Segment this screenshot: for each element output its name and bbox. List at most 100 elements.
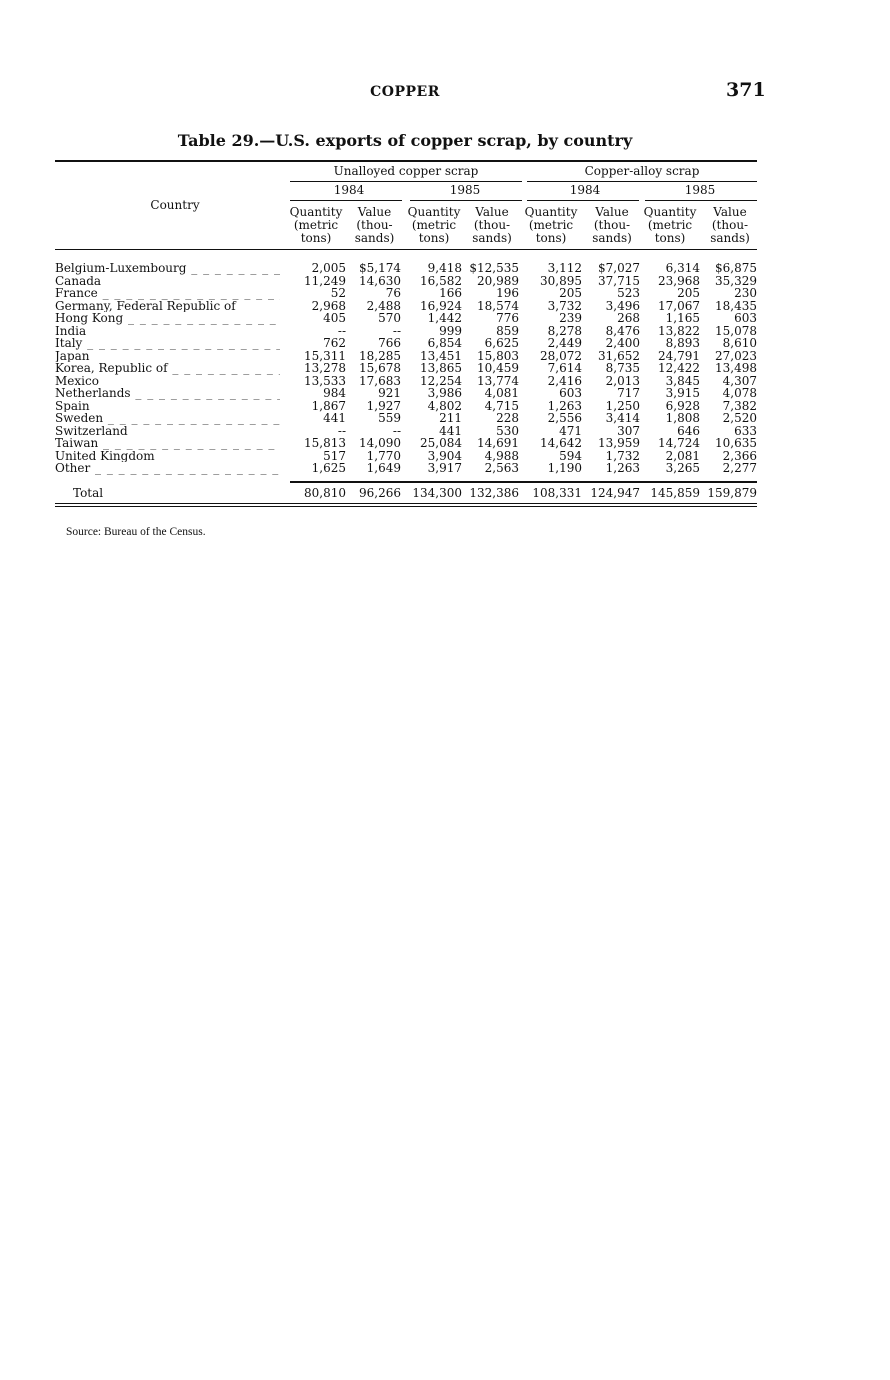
cell-value: 1,927: [366, 398, 401, 413]
cell-value: 766: [378, 336, 401, 350]
cell-value: 16,924: [420, 298, 462, 313]
country-name: Total: [73, 486, 104, 499]
table-title: Table 29.—U.S. exports of copper scrap, …: [177, 131, 633, 150]
cell-value: 921: [378, 386, 401, 400]
country-name: Sweden: [55, 412, 104, 425]
column-header-line: tons): [535, 231, 567, 245]
cell-value: 13,498: [715, 361, 757, 375]
cell-value: 1,165: [665, 311, 700, 325]
table-row: Korea, Republic of _ _ _ _ _ _ _ _ _ _ _…: [55, 362, 757, 375]
table-row: Sweden _ _ _ _ _ _ _ _ _ _ _ _ _ _ _ _ _…: [55, 412, 757, 425]
column-header-line: Value: [595, 205, 629, 219]
cell-value: 205: [559, 286, 582, 300]
cell-value: 8,893: [665, 336, 700, 350]
year-rule: [410, 200, 522, 201]
cell-value: 9,418: [427, 261, 462, 275]
cell-value: 17,067: [658, 298, 700, 313]
leader-dots: _ _ _ _ _ _ _ _ _ _ _ _ _ _ _ _ _ _ _ _ …: [90, 324, 280, 337]
cell-value: 517: [323, 448, 346, 463]
table-row: United Kingdom _ _ _ _ _ _ _ _ _ _ _ _ _…: [55, 448, 757, 463]
cell-value: 7,614: [547, 361, 582, 375]
country-name: Italy: [55, 337, 83, 350]
cell-value: 11,249: [304, 273, 346, 288]
source-note: Source: Bureau of the Census.: [66, 526, 206, 538]
cell-value: 15,813: [304, 436, 346, 450]
table-row: Netherlands _ _ _ _ _ _ _ _ _ _ _ _ _ _ …: [55, 387, 757, 400]
cell-value: 2,366: [722, 448, 757, 463]
column-header: Quantity (metric tons): [403, 206, 465, 245]
cell-value: 1,442: [427, 311, 462, 325]
cell-value: 8,735: [605, 361, 640, 375]
leader-dots: _ _ _ _ _ _ _ _ _ _ _ _ _ _ _ _ _ _ _ _ …: [105, 274, 280, 287]
bottom-rule: [55, 506, 757, 507]
country-name: Other: [55, 462, 91, 475]
column-header-line: (metric: [528, 218, 574, 232]
country-name: Spain: [55, 399, 90, 412]
cell-value: 18,574: [477, 298, 519, 313]
cell-value: 3,917: [427, 461, 462, 475]
cell-value: 13,959: [598, 436, 640, 450]
cell-value: 108,331: [532, 485, 582, 500]
cell-value: 6,854: [427, 336, 462, 350]
header-rule: [55, 249, 757, 250]
column-header-line: (thou-: [711, 218, 749, 232]
column-header-line: sands): [354, 231, 395, 245]
cell-value: 31,652: [598, 348, 640, 363]
total-rule: [290, 481, 757, 483]
cell-value: --: [337, 423, 346, 438]
country-name: Germany, Federal Republic of: [55, 299, 236, 312]
column-header: Quantity (metric tons): [520, 206, 582, 245]
group-header-unalloyed: Unalloyed copper scrap: [333, 164, 479, 178]
cell-value: 14,724: [658, 436, 700, 450]
leader-dots: _ _ _ _ _ _ _ _ _ _ _ _ _ _ _ _ _ _ _ _ …: [159, 449, 280, 462]
cell-value: 3,845: [665, 373, 700, 388]
table-row: Mexico _ _ _ _ _ _ _ _ _ _ _ _ _ _ _ _ _…: [55, 373, 757, 388]
table-row: Germany, Federal Republic of _ _ _ _ _ _…: [55, 298, 757, 313]
table-row: Italy _ _ _ _ _ _ _ _ _ _ _ _ _ _ _ _ _ …: [55, 337, 757, 350]
cell-value: 13,278: [304, 361, 346, 375]
cell-value: 859: [496, 323, 519, 338]
cell-value: 230: [734, 286, 757, 300]
country-name: United Kingdom: [55, 449, 155, 462]
cell-value: 166: [439, 286, 462, 300]
column-header-line: sands): [472, 231, 512, 245]
cell-value: 2,416: [547, 373, 582, 388]
year-rule: [290, 200, 402, 201]
cell-value: 2,563: [484, 461, 519, 475]
leader-dots: _ _ _ _ _ _ _ _ _ _ _ _ _ _ _ _ _ _ _ _ …: [107, 486, 280, 499]
column-header-line: sands): [592, 231, 632, 245]
cell-value: 776: [496, 311, 519, 325]
cell-value: 15,311: [304, 348, 346, 363]
cell-value: 8,278: [547, 323, 582, 338]
cell-value: 441: [323, 411, 346, 425]
cell-value: 3,112: [547, 261, 582, 275]
top-rule: [55, 160, 757, 162]
cell-value: --: [392, 323, 401, 338]
cell-value: 4,307: [722, 373, 757, 388]
country-name: Korea, Republic of: [55, 362, 168, 375]
column-header-line: (thou-: [473, 218, 511, 232]
leader-dots: _ _ _ _ _ _ _ _ _ _ _ _ _ _ _ _ _ _ _ _ …: [94, 349, 280, 362]
cell-value: 20,989: [477, 273, 519, 288]
cell-value: 25,084: [420, 436, 462, 450]
bottom-rule: [55, 503, 757, 504]
cell-value: 52: [330, 286, 346, 300]
leader-dots: _ _ _ _ _ _ _ _ _ _ _ _ _ _ _ _ _ _ _ _ …: [240, 299, 280, 312]
cell-value: 594: [559, 448, 582, 463]
cell-value: 15,678: [359, 361, 401, 375]
cell-value: 1,250: [605, 398, 640, 413]
cell-value: 523: [617, 286, 640, 300]
cell-value: 2,005: [311, 261, 346, 275]
cell-value: 132,386: [469, 485, 519, 500]
cell-value: 984: [323, 386, 346, 400]
cell-value: 3,496: [605, 298, 640, 313]
cell-value: 16,582: [420, 273, 462, 288]
cell-value: 646: [677, 423, 700, 438]
table-row: Switzerland _ _ _ _ _ _ _ _ _ _ _ _ _ _ …: [55, 423, 757, 438]
cell-value: 28,072: [540, 348, 582, 363]
cell-value: 2,488: [366, 298, 401, 313]
cell-value: 3,414: [605, 411, 640, 425]
cell-value: 3,904: [427, 448, 462, 463]
cell-value: $6,875: [715, 261, 757, 275]
column-header-line: (thou-: [593, 218, 631, 232]
